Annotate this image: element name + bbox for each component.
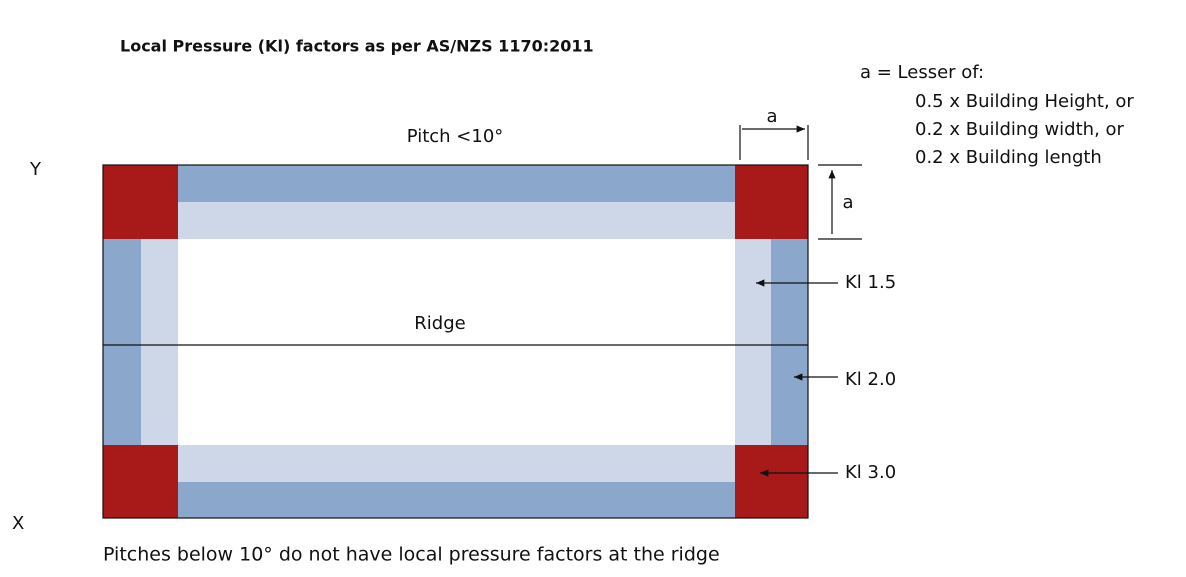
- ridge-label: Ridge: [414, 313, 465, 334]
- factor-label: Kl 1.5: [845, 272, 896, 293]
- note-heading: a = Lesser of:: [860, 62, 984, 83]
- note-item: 0.2 x Building length: [915, 147, 1102, 168]
- y-label: Y: [29, 159, 42, 180]
- dimension-lines: [739, 125, 862, 240]
- note-item: 0.5 x Building Height, or: [915, 91, 1134, 112]
- roof-plan: [102, 164, 809, 519]
- x-label: X: [12, 513, 24, 534]
- note-item: 0.2 x Building width, or: [915, 119, 1125, 140]
- title: Local Pressure (Kl) factors as per AS/NZ…: [120, 37, 594, 56]
- factor-label: Kl 2.0: [845, 369, 896, 390]
- dimension-label: a: [766, 106, 777, 127]
- dimension-label: a: [842, 192, 853, 213]
- footer: Pitches below 10° do not have local pres…: [103, 544, 720, 566]
- pitch-label: Pitch <10°: [407, 126, 504, 147]
- factor-label: Kl 3.0: [845, 462, 896, 483]
